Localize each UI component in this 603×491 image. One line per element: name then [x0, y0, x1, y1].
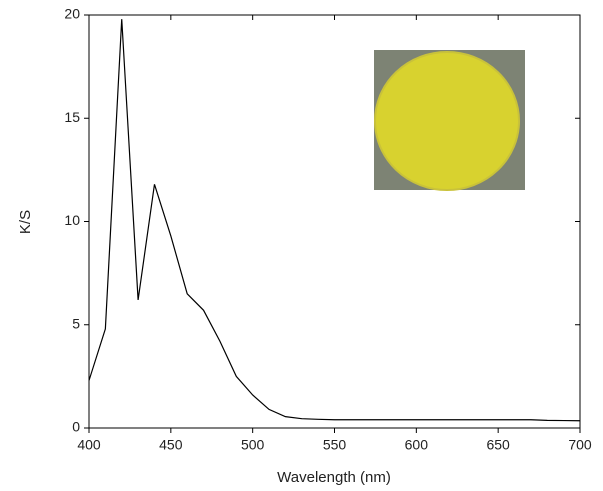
x-axis-title: Wavelength (nm) — [277, 469, 391, 486]
y-tick-label: 20 — [64, 6, 80, 22]
x-tick-label: 600 — [405, 437, 429, 453]
inset-photo — [374, 50, 525, 191]
y-tick-label: 0 — [72, 419, 80, 435]
y-tick-label: 5 — [72, 315, 80, 331]
x-tick-label: 550 — [323, 437, 347, 453]
x-tick-label: 500 — [241, 437, 265, 453]
data-line — [88, 19, 581, 422]
inset-disc — [374, 51, 520, 191]
y-tick-label: 10 — [64, 212, 80, 228]
x-tick-label: 650 — [486, 437, 510, 453]
x-tick-label: 400 — [77, 437, 101, 453]
y-axis-title: K/S — [17, 210, 34, 234]
x-tick-label: 450 — [159, 437, 183, 453]
y-tick-label: 15 — [64, 109, 80, 125]
x-tick-label: 700 — [568, 437, 592, 453]
